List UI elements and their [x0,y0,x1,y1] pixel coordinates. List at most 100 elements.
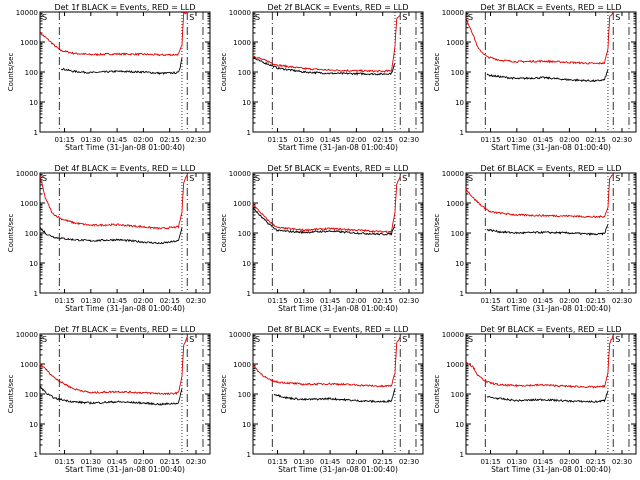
x-tick-label: 01:30 [81,458,101,466]
y-tick-label: 10 [29,99,38,107]
panel-7: Det 7f BLACK = Events, RED = LLD 1 10 100 10… [7,325,211,474]
x-tick-label: 02:00 [559,297,579,305]
x-axis-label: Start Time (31-Jan-08 01:00:40) [65,304,185,313]
plot-frame [252,333,424,455]
x-tick-label: 02:15 [160,297,180,305]
y-tick-label: 1 [34,290,38,298]
series-events-line [486,223,609,237]
series-lld-line [465,11,614,65]
y-tick-label: 1000 [20,39,38,47]
panel-title: Det 8f BLACK = Events, RED = LLD [267,325,408,334]
x-axis-label: Start Time (31-Jan-08 01:00:40) [491,304,611,313]
y-axis-label: Counts/sec [433,214,441,253]
y-axis-label: Counts/sec [7,53,15,92]
x-axis-label: Start Time (31-Jan-08 01:00:40) [278,143,398,152]
corner-label-left: S [255,13,260,22]
x-tick-label: 01:30 [507,458,527,466]
y-tick-label: 10000 [229,9,251,17]
x-tick-label: 02:00 [133,136,153,144]
y-tick-label: 100 [25,69,38,77]
x-axis-label: Start Time (31-Jan-08 01:00:40) [65,465,185,474]
y-tick-label: 10 [242,99,251,107]
panel-title: Det 4f BLACK = Events, RED = LLD [54,164,195,173]
x-tick-label: 02:00 [559,458,579,466]
y-tick-label: 1000 [446,361,464,369]
plot-frame [465,333,637,455]
x-tick-label: 01:45 [107,458,127,466]
y-tick-label: 1000 [20,200,38,208]
series-events-line [60,57,183,76]
x-tick-label: 02:15 [373,458,393,466]
corner-label-right: S [402,335,407,344]
y-tick-label: 10 [242,260,251,268]
series-events-line [273,388,396,404]
panel-title: Det 7f BLACK = Events, RED = LLD [54,325,195,334]
corner-label-right: S [615,335,620,344]
x-tick-label: 01:30 [507,136,527,144]
y-tick-label: 10 [29,421,38,429]
plot-frame [252,11,424,133]
x-tick-label: 01:30 [294,297,314,305]
panel-title: Det 1f BLACK = Events, RED = LLD [54,3,195,12]
x-tick-label: 01:15 [267,136,287,144]
plot-frame [252,172,424,294]
y-tick-label: 100 [25,391,38,399]
series-events-line [39,385,183,406]
x-tick-label: 01:45 [107,136,127,144]
y-axis-label: Counts/sec [220,53,228,92]
corner-label-left: S [42,174,47,183]
x-tick-label: 02:30 [186,136,206,144]
x-tick-label: 02:30 [186,297,206,305]
y-tick-label: 100 [451,69,464,77]
corner-label-left: S [468,13,473,22]
corner-label-left: S [255,174,260,183]
x-tick-label: 02:00 [133,297,153,305]
panel-6: Det 6f BLACK = Events, RED = LLD 1 10 100 10… [433,164,637,313]
x-axis-label: Start Time (31-Jan-08 01:00:40) [65,143,185,152]
x-tick-label: 02:00 [346,136,366,144]
series-lld-line [465,174,614,219]
x-axis-label: Start Time (31-Jan-08 01:00:40) [278,465,398,474]
plot-frame [465,11,637,133]
corner-label-left: S [468,174,473,183]
x-axis-label: Start Time (31-Jan-08 01:00:40) [491,465,611,474]
x-tick-label: 02:30 [186,458,206,466]
y-axis-label: Counts/sec [220,375,228,414]
x-tick-label: 02:00 [346,297,366,305]
y-tick-label: 100 [238,69,251,77]
series-lld-line [39,174,188,231]
y-tick-label: 10 [29,260,38,268]
panel-title: Det 2f BLACK = Events, RED = LLD [267,3,408,12]
x-tick-label: 02:30 [399,136,419,144]
panel-title: Det 5f BLACK = Events, RED = LLD [267,164,408,173]
y-tick-label: 10 [455,99,464,107]
x-tick-label: 02:00 [559,136,579,144]
x-axis-label: Start Time (31-Jan-08 01:00:40) [278,304,398,313]
x-tick-label: 02:15 [586,136,606,144]
panel-3: Det 3f BLACK = Events, RED = LLD 1 10 100 10… [433,3,637,152]
x-tick-label: 01:15 [267,297,287,305]
x-tick-label: 01:15 [480,297,500,305]
corner-label-right: S [189,335,194,344]
panel-title: Det 6f BLACK = Events, RED = LLD [480,164,621,173]
x-tick-label: 01:15 [54,458,74,466]
y-tick-label: 100 [238,230,251,238]
y-tick-label: 10 [455,260,464,268]
x-tick-label: 02:00 [346,458,366,466]
y-tick-label: 10 [242,421,251,429]
x-tick-label: 02:30 [399,297,419,305]
x-tick-label: 01:15 [54,136,74,144]
x-tick-label: 02:15 [586,458,606,466]
series-lld-line [252,336,401,388]
x-tick-label: 01:15 [480,458,500,466]
series-events-line [39,227,183,245]
y-tick-label: 100 [25,230,38,238]
x-tick-label: 01:30 [294,458,314,466]
x-tick-label: 01:15 [54,297,74,305]
y-tick-label: 1 [34,451,38,459]
panel-5: Det 5f BLACK = Events, RED = LLD 1 10 100 10… [220,164,424,313]
y-axis-label: Counts/sec [220,214,228,253]
x-tick-label: 02:30 [612,297,632,305]
plot-frame [39,333,211,455]
y-tick-label: 10000 [229,170,251,178]
